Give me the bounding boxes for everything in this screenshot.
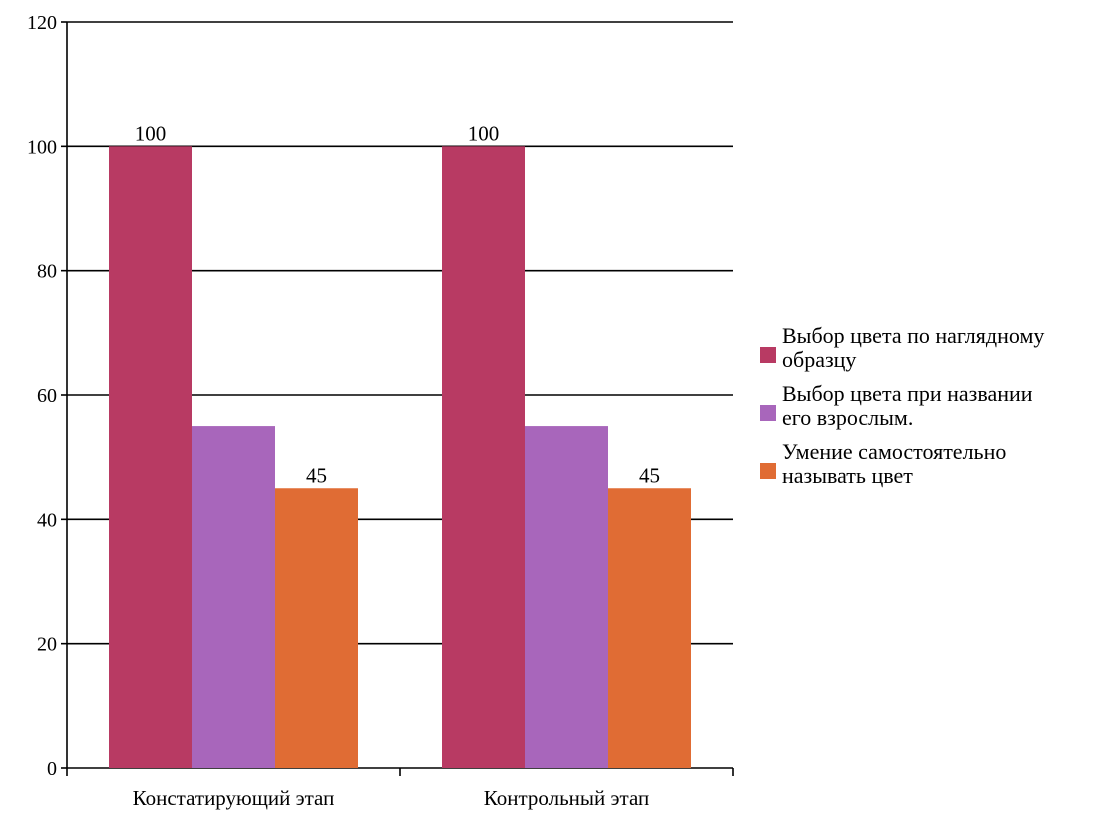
legend-swatch bbox=[760, 347, 776, 363]
data-label: 100 bbox=[468, 121, 500, 145]
bar bbox=[608, 488, 691, 768]
legend-swatch bbox=[760, 463, 776, 479]
y-tick-label: 60 bbox=[37, 385, 57, 407]
legend-entry: его взрослым. bbox=[782, 405, 913, 430]
legend-entry: Выбор цвета при названии bbox=[782, 381, 1033, 406]
bar bbox=[442, 146, 525, 769]
y-tick-label: 80 bbox=[37, 261, 57, 283]
y-tick-label: 20 bbox=[37, 634, 57, 656]
bar bbox=[525, 426, 608, 768]
y-tick-label: 120 bbox=[27, 12, 57, 34]
data-label: 45 bbox=[639, 463, 660, 487]
data-label: 100 bbox=[135, 121, 167, 145]
legend-entry: образцу bbox=[782, 347, 856, 372]
y-tick-label: 0 bbox=[47, 758, 57, 780]
legend-swatch bbox=[760, 405, 776, 421]
bar bbox=[275, 488, 358, 768]
bar bbox=[192, 426, 275, 768]
legend-entry: Выбор цвета по наглядному bbox=[782, 323, 1044, 348]
x-category-label: Констатирующий этап bbox=[133, 786, 335, 810]
bar bbox=[109, 146, 192, 769]
y-tick-label: 100 bbox=[27, 136, 57, 158]
legend-entry: называть цвет bbox=[782, 463, 913, 488]
data-label: 45 bbox=[306, 463, 327, 487]
y-tick-label: 40 bbox=[37, 509, 57, 531]
x-category-label: Контрольный этап bbox=[484, 786, 649, 810]
legend-entry: Умение самостоятельно bbox=[782, 439, 1006, 464]
